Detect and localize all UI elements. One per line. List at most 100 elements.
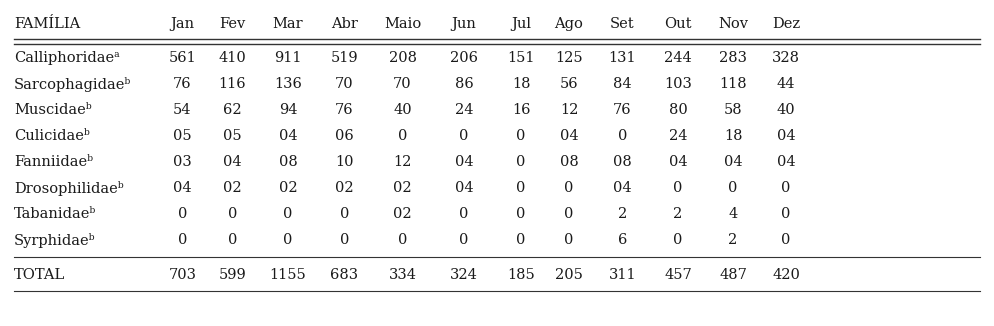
Text: 2: 2	[673, 207, 683, 221]
Text: 0: 0	[283, 207, 292, 221]
Text: 328: 328	[772, 51, 800, 65]
Text: 05: 05	[173, 129, 192, 143]
Text: 04: 04	[224, 155, 242, 169]
Text: Dez: Dez	[772, 17, 800, 31]
Text: 324: 324	[450, 268, 478, 282]
Text: 76: 76	[173, 77, 192, 91]
Text: 0: 0	[565, 181, 574, 195]
Text: Syrphidaeᵇ: Syrphidaeᵇ	[14, 232, 95, 247]
Text: 06: 06	[335, 129, 354, 143]
Text: 54: 54	[173, 103, 192, 117]
Text: Nov: Nov	[718, 17, 748, 31]
Text: Calliphoridaeᵃ: Calliphoridaeᵃ	[14, 51, 119, 65]
Text: 62: 62	[224, 103, 242, 117]
Text: 18: 18	[724, 129, 743, 143]
Text: Jun: Jun	[451, 17, 476, 31]
Text: 16: 16	[512, 103, 530, 117]
Text: 02: 02	[335, 181, 354, 195]
Text: Ago: Ago	[555, 17, 583, 31]
Text: 0: 0	[459, 129, 469, 143]
Text: Fev: Fev	[220, 17, 246, 31]
Text: Culicidaeᵇ: Culicidaeᵇ	[14, 129, 89, 143]
Text: 24: 24	[669, 129, 687, 143]
Text: 02: 02	[224, 181, 242, 195]
Text: 04: 04	[560, 129, 579, 143]
Text: Out: Out	[664, 17, 692, 31]
Text: 0: 0	[398, 129, 408, 143]
Text: 80: 80	[669, 103, 688, 117]
Text: Tabanidaeᵇ: Tabanidaeᵇ	[14, 207, 96, 221]
Text: 04: 04	[173, 181, 192, 195]
Text: 0: 0	[729, 181, 738, 195]
Text: 0: 0	[516, 207, 526, 221]
Text: 04: 04	[613, 181, 632, 195]
Text: 12: 12	[560, 103, 579, 117]
Text: Fanniidaeᵇ: Fanniidaeᵇ	[14, 155, 93, 169]
Text: 0: 0	[459, 233, 469, 247]
Text: 0: 0	[178, 207, 187, 221]
Text: 40: 40	[776, 103, 795, 117]
Text: 70: 70	[394, 77, 412, 91]
Text: FAMÍLIA: FAMÍLIA	[14, 17, 81, 31]
Text: 08: 08	[560, 155, 579, 169]
Text: Jan: Jan	[170, 17, 195, 31]
Text: 70: 70	[335, 77, 354, 91]
Text: 206: 206	[450, 51, 478, 65]
Text: 4: 4	[729, 207, 738, 221]
Text: 283: 283	[719, 51, 747, 65]
Text: 76: 76	[613, 103, 632, 117]
Text: 0: 0	[781, 233, 790, 247]
Text: 0: 0	[178, 233, 187, 247]
Text: 0: 0	[228, 207, 238, 221]
Text: 519: 519	[331, 51, 358, 65]
Text: 0: 0	[565, 207, 574, 221]
Text: 02: 02	[394, 181, 412, 195]
Text: 311: 311	[608, 268, 636, 282]
Text: 6: 6	[618, 233, 627, 247]
Text: 84: 84	[613, 77, 632, 91]
Text: 151: 151	[507, 51, 535, 65]
Text: 0: 0	[459, 207, 469, 221]
Text: 118: 118	[720, 77, 746, 91]
Text: Mar: Mar	[272, 17, 303, 31]
Text: 10: 10	[335, 155, 354, 169]
Text: 05: 05	[224, 129, 242, 143]
Text: 02: 02	[278, 181, 297, 195]
Text: 116: 116	[219, 77, 247, 91]
Text: Drosophilidaeᵇ: Drosophilidaeᵇ	[14, 181, 123, 196]
Text: 0: 0	[673, 233, 683, 247]
Text: 0: 0	[340, 233, 349, 247]
Text: 12: 12	[394, 155, 412, 169]
Text: 03: 03	[173, 155, 192, 169]
Text: 94: 94	[278, 103, 297, 117]
Text: 599: 599	[219, 268, 247, 282]
Text: 24: 24	[454, 103, 473, 117]
Text: TOTAL: TOTAL	[14, 268, 66, 282]
Text: Abr: Abr	[331, 17, 358, 31]
Text: 703: 703	[169, 268, 197, 282]
Text: 131: 131	[608, 51, 636, 65]
Text: Sarcophagidaeᵇ: Sarcophagidaeᵇ	[14, 77, 131, 92]
Text: 125: 125	[556, 51, 582, 65]
Text: 103: 103	[664, 77, 692, 91]
Text: 185: 185	[507, 268, 535, 282]
Text: Jul: Jul	[511, 17, 531, 31]
Text: 1155: 1155	[269, 268, 306, 282]
Text: 0: 0	[398, 233, 408, 247]
Text: 0: 0	[228, 233, 238, 247]
Text: 0: 0	[565, 233, 574, 247]
Text: 683: 683	[330, 268, 359, 282]
Text: 04: 04	[454, 181, 473, 195]
Text: 04: 04	[776, 155, 795, 169]
Text: 76: 76	[335, 103, 354, 117]
Text: 04: 04	[776, 129, 795, 143]
Text: 2: 2	[729, 233, 738, 247]
Text: 86: 86	[454, 77, 473, 91]
Text: 0: 0	[340, 207, 349, 221]
Text: 208: 208	[389, 51, 416, 65]
Text: 561: 561	[169, 51, 197, 65]
Text: 136: 136	[274, 77, 302, 91]
Text: 420: 420	[772, 268, 800, 282]
Text: Set: Set	[610, 17, 635, 31]
Text: 18: 18	[512, 77, 530, 91]
